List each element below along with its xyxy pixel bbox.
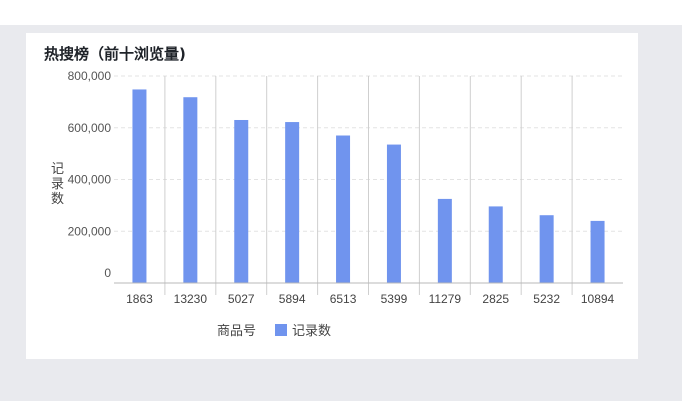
x-tick-label: 6513	[330, 292, 357, 306]
x-tick-labels: 1863 13230 5027 5894 6513 5399 11279 2825 5232 10…	[126, 292, 614, 306]
bar[interactable]	[386, 144, 401, 283]
bar-chart: 0 200,000 400,000 600,000 800,000 1863 13230 5…	[51, 69, 623, 338]
bar[interactable]	[539, 215, 554, 283]
x-tick-label: 5027	[228, 292, 255, 306]
x-tick-label: 11279	[429, 292, 462, 306]
y-tick-label: 600,000	[68, 121, 112, 135]
y-tick-labels: 0 200,000 400,000 600,000 800,000	[68, 69, 112, 280]
x-tick-label: 1863	[126, 292, 153, 306]
x-tick-label: 13230	[174, 292, 208, 306]
x-tick-label: 5232	[533, 292, 560, 306]
legend-label[interactable]: 记录数	[292, 323, 331, 338]
bar[interactable]	[132, 89, 147, 283]
y-tick-label: 800,000	[68, 69, 112, 83]
y-tick-label: 200,000	[68, 224, 112, 238]
bar[interactable]	[590, 220, 605, 283]
x-tick-label: 5894	[279, 292, 306, 306]
bar[interactable]	[336, 135, 351, 283]
x-tick-label: 2825	[482, 292, 509, 306]
bar[interactable]	[183, 97, 198, 283]
x-tick-label: 10894	[581, 292, 615, 306]
category-separators	[164, 76, 573, 295]
bar[interactable]	[234, 119, 249, 283]
y-tick-label: 0	[104, 266, 111, 280]
legend-swatch[interactable]	[275, 324, 287, 336]
bar[interactable]	[488, 206, 503, 283]
x-axis-label: 商品号	[217, 323, 256, 338]
bar[interactable]	[437, 198, 452, 283]
chart-title: 热搜榜（前十浏览量)	[44, 45, 186, 63]
bars	[132, 89, 605, 284]
chart-card: 热搜榜（前十浏览量) 0 200,000 400,000 600,000 800,000…	[26, 33, 638, 359]
y-tick-label: 400,000	[68, 173, 112, 187]
y-axis-label: 记录数	[51, 161, 64, 206]
bar[interactable]	[285, 122, 300, 284]
x-tick-label: 5399	[381, 292, 408, 306]
